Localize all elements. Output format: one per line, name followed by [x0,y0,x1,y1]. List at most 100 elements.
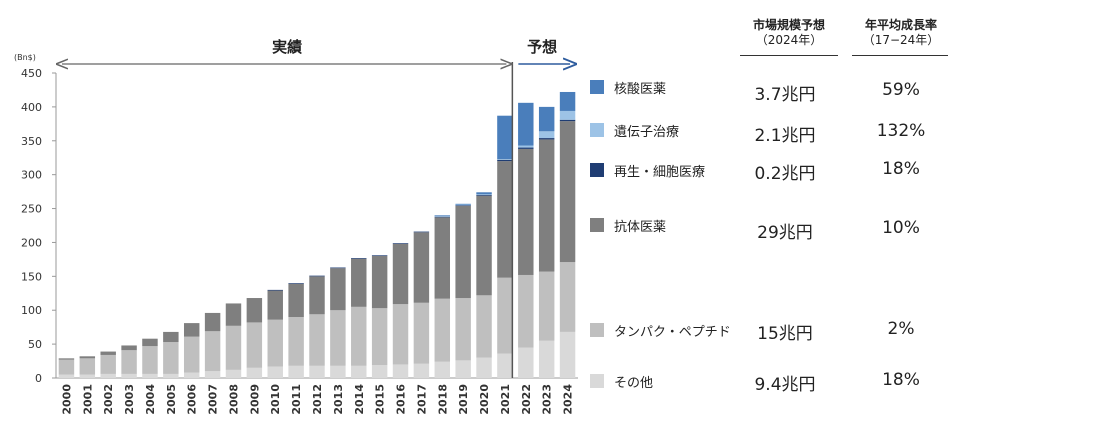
bar-segment-2021-s1 [497,277,513,354]
bar-segment-2013-s3 [330,267,346,269]
x-tick-label-2018: 2018 [436,384,449,415]
bar-segment-2005-s2 [163,331,179,343]
bar-segment-2017-s0 [413,363,430,378]
bar-segment-2000-s0 [58,374,75,378]
y-tick-label: 400 [21,101,42,114]
bar-segment-2013-s0 [330,365,346,378]
bar-segment-2006-s2 [183,323,200,337]
bar-segment-2002-s0 [100,373,116,378]
legend-label-other: その他 [614,376,654,391]
bar-segment-2001-s2 [79,356,96,359]
market-size-header-sub: （2024年） [755,33,823,47]
bar-segment-2018-s1 [434,298,451,362]
bar-segment-2014-s2 [351,258,367,307]
y-tick-label: 450 [21,67,42,80]
bar-segment-2021-s2 [497,161,513,278]
legend-swatch-nucleic [590,80,604,94]
bar-segment-2007-s1 [204,331,221,372]
y-tick-label: 0 [35,372,42,385]
market-size-nucleic: 3.7兆円 [754,85,816,105]
bar-segment-2014-s1 [351,306,367,366]
bar-segment-2024-s5 [559,91,576,111]
x-tick-label-2002: 2002 [102,384,115,415]
legend-label-protein: タンパク・ペプチド [614,325,731,340]
x-tick-label-2001: 2001 [81,384,94,415]
bar-segment-2009-s2 [246,298,263,323]
bar-segment-2015-s2 [371,256,388,309]
bar-segment-2024-s2 [559,121,576,263]
bar-segment-2016-s3 [392,243,409,244]
bar-segment-2024-s1 [559,262,576,332]
bar-segment-2012-s1 [309,314,325,366]
cagr-header-rule [852,55,948,56]
legend-swatch-other [590,374,604,388]
bar-segment-2017-s1 [413,302,430,364]
bar-segment-2011-s3 [288,283,304,284]
market-size-header-title: 市場規模予想 [752,18,825,32]
actual-label: 実績 [272,38,302,56]
bar-segment-2012-s0 [309,365,325,378]
bar-segment-2003-s0 [121,373,137,378]
cagr-protein: 2% [887,319,915,339]
bar-segment-2022-s0 [518,347,534,378]
y-tick-label: 300 [21,169,42,182]
bar-segment-2019-s1 [455,298,471,361]
bar-segment-2010-s2 [267,290,283,320]
bar-segment-2018-s4 [434,216,451,217]
legend-label-nucleic: 核酸医薬 [614,82,667,97]
x-tick-label-2012: 2012 [311,384,324,415]
x-tick-label-2008: 2008 [227,384,240,415]
x-tick-label-2014: 2014 [353,384,366,415]
cagr-header: 年平均成長率 （17−24年） [846,18,956,48]
bar-segment-2009-s0 [246,367,263,378]
bar-segment-2000-s1 [58,359,75,375]
bar-segment-2010-s1 [267,319,283,367]
y-tick-label: 50 [28,338,42,351]
x-tick-label-2013: 2013 [332,384,345,415]
bar-segment-2023-s5 [538,106,555,132]
stacked-bar-chart: (Bn$) 0 50 100 150 200 250 300 350 400 450 2000 2001… [14,38,578,415]
bar-segment-2018-s5 [434,215,451,217]
bar-segment-2011-s2 [288,283,304,317]
cagr-header-sub: （17−24年） [862,33,940,47]
bar-segment-2023-s0 [538,340,555,378]
x-tick-label-2020: 2020 [478,384,491,415]
market-size-cell: 0.2兆円 [754,164,816,184]
x-tick-label-2010: 2010 [269,384,282,415]
x-tick-label-2017: 2017 [415,384,428,415]
bar-segment-2016-s2 [392,243,409,305]
bar-segment-2022-s5 [518,102,534,146]
bar-segment-2018-s2 [434,217,451,299]
bar-segment-2016-s1 [392,304,409,365]
bar-segment-2021-s5 [497,115,513,160]
bar-segment-2004-s1 [142,346,158,374]
bar-segment-2002-s2 [100,351,116,355]
bar-segment-2019-s2 [455,205,471,299]
bar-segment-2006-s0 [183,372,200,378]
bar-segment-2015-s1 [371,308,388,366]
x-tick-label-2024: 2024 [562,384,575,415]
bar-segment-2012-s3 [309,275,325,277]
bar-segment-2010-s3 [267,289,283,291]
bar-segment-2017-s2 [413,232,430,303]
x-tick-label-2007: 2007 [207,384,220,415]
legend-swatch-gene [590,123,604,137]
bar-segment-2018-s0 [434,361,451,378]
bar-segment-2023-s2 [538,139,555,272]
bar-segment-2014-s0 [351,365,367,378]
market-size-other: 9.4兆円 [754,375,816,395]
bar-segment-2020-s3 [476,195,492,196]
market-size-protein: 15兆円 [757,324,813,344]
x-tick-label-2016: 2016 [395,384,408,415]
bar-segment-2011-s0 [288,365,304,378]
cagr-cell: 18% [882,159,920,179]
y-tick-label: 350 [21,135,42,148]
bar-segment-2009-s1 [246,322,263,368]
cagr-header-title: 年平均成長率 [864,18,937,32]
y-tick-label: 100 [21,304,42,317]
bar-segment-2003-s1 [121,350,137,374]
bar-segment-2021-s3 [497,159,513,162]
x-tick-label-2005: 2005 [165,384,178,415]
x-tick-label-2021: 2021 [499,384,512,415]
x-tick-label-2000: 2000 [60,384,73,415]
